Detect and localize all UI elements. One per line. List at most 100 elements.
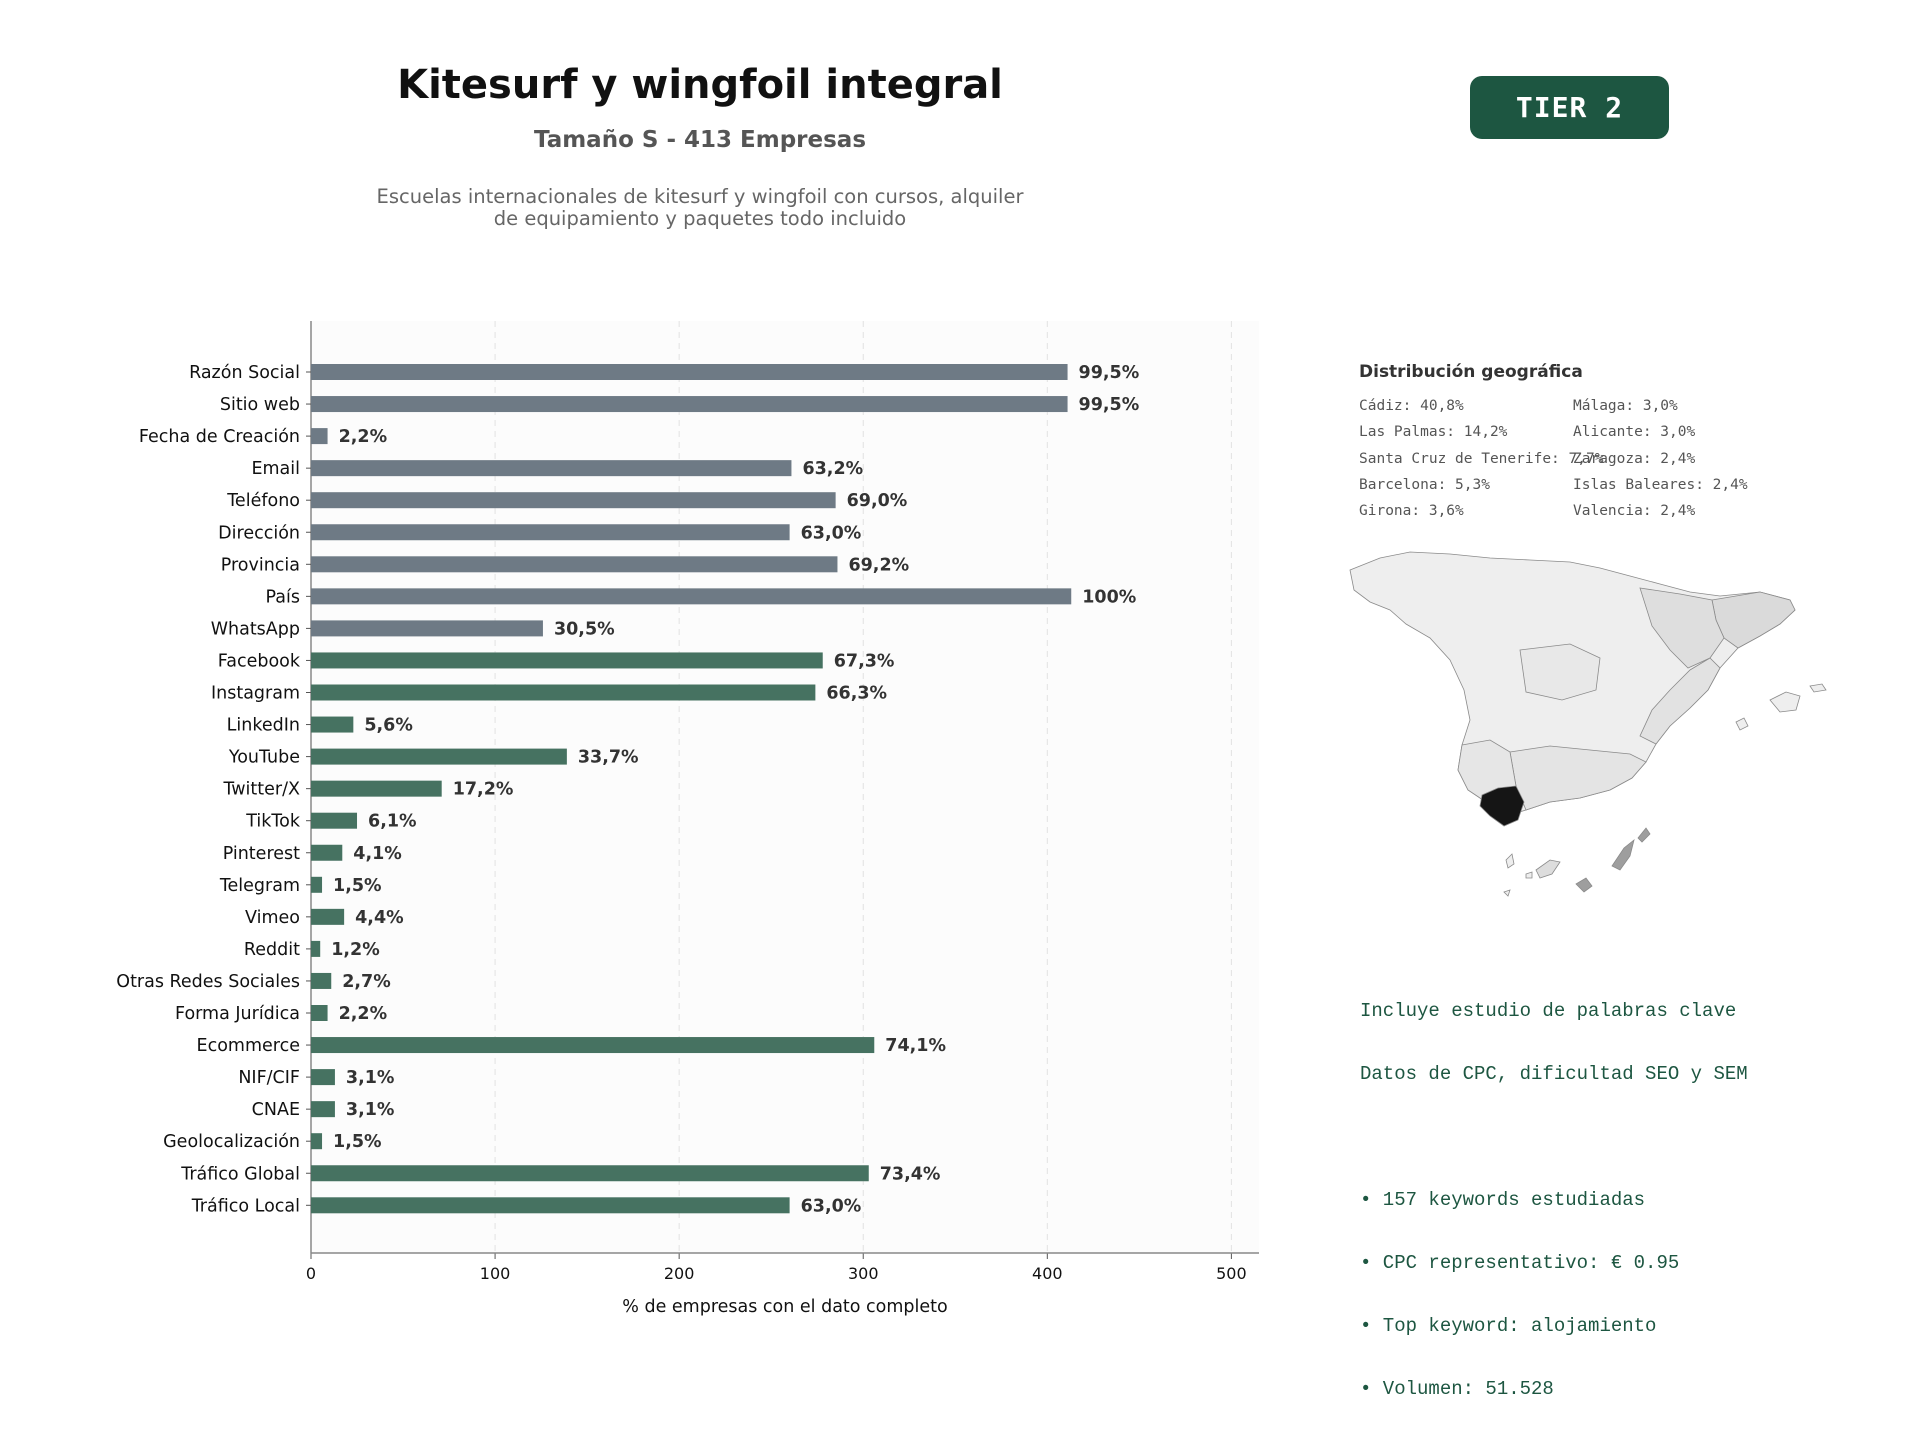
bar xyxy=(311,1037,875,1054)
geo-item: Islas Baleares: 2,4% xyxy=(1573,476,1748,493)
bar-chart: 0 100 200 300 400 500 Razón Social 99,5% Sitio w… xyxy=(116,321,1259,1317)
bar xyxy=(311,1165,869,1182)
y-tick-label: TikTok xyxy=(245,812,301,832)
map-balearic-menorca xyxy=(1809,683,1827,693)
bar xyxy=(311,492,836,509)
map-region-andalusia-east xyxy=(1509,745,1647,811)
data-label: 33,7% xyxy=(578,748,639,768)
data-label: 4,1% xyxy=(353,844,402,864)
y-tick-label: Fecha de Creación xyxy=(139,427,300,447)
bar xyxy=(311,524,790,541)
x-tick-label: 100 xyxy=(480,1264,511,1283)
data-label: 74,1% xyxy=(885,1036,946,1056)
y-tick-label: Ecommerce xyxy=(197,1036,300,1056)
map-region-aragon xyxy=(1639,587,1725,669)
y-tick-label: CNAE xyxy=(252,1100,300,1120)
data-label: 17,2% xyxy=(453,780,514,800)
y-tick-label: Pinterest xyxy=(223,844,300,864)
geo-item: Zaragoza: 2,4% xyxy=(1573,450,1696,467)
x-tick-label: 200 xyxy=(664,1264,695,1283)
geo-item: Cádiz: 40,8% xyxy=(1359,398,1464,414)
y-tick-label: Provincia xyxy=(221,555,300,575)
bar xyxy=(311,812,358,829)
y-tick-label: YouTube xyxy=(228,748,300,768)
data-label: 4,4% xyxy=(355,908,404,928)
bar xyxy=(311,588,1072,605)
y-tick-label: Otras Redes Sociales xyxy=(116,972,300,992)
map-balearic-ibiza xyxy=(1735,717,1749,731)
keyword-bullet-1: • 157 keywords estudiadas xyxy=(1360,1189,1646,1211)
geo-item: Málaga: 3,0% xyxy=(1573,398,1678,414)
bar xyxy=(311,684,816,701)
bar xyxy=(311,908,345,925)
y-tick-label: Dirección xyxy=(218,523,300,543)
y-tick-label: Twitter/X xyxy=(222,780,300,800)
x-tick-label: 500 xyxy=(1216,1264,1247,1283)
y-tick-label: Tráfico Local xyxy=(191,1196,300,1216)
bar xyxy=(311,972,332,989)
data-label: 63,0% xyxy=(801,523,862,543)
geo-item: Santa Cruz de Tenerife: 7,7% xyxy=(1359,450,1604,467)
y-tick-label: País xyxy=(266,587,300,607)
bar xyxy=(311,748,567,765)
bar xyxy=(311,780,442,797)
keyword-bullet-2: • CPC representativo: € 0.95 xyxy=(1360,1252,1680,1274)
map-region-center xyxy=(1519,643,1601,701)
bar xyxy=(311,556,838,573)
y-tick-label: Reddit xyxy=(244,940,300,960)
data-label: 3,1% xyxy=(346,1100,395,1120)
y-tick-label: Vimeo xyxy=(245,908,300,928)
y-tick-label: Email xyxy=(251,459,300,479)
bar xyxy=(311,876,323,893)
y-tick-label: Razón Social xyxy=(189,363,300,383)
data-label: 100% xyxy=(1082,587,1136,607)
bar xyxy=(311,716,354,733)
bar xyxy=(311,620,543,637)
bar xyxy=(311,364,1068,380)
map-canary-lanzarote xyxy=(1637,827,1651,843)
keyword-info: Incluye estudio de palabras clave Datos … xyxy=(1360,959,1748,1421)
y-tick-label: Geolocalización xyxy=(163,1132,300,1152)
map-canary-tenerife xyxy=(1535,859,1561,879)
data-label: 2,2% xyxy=(339,1004,388,1024)
data-label: 2,2% xyxy=(339,427,388,447)
map-canary-fuerteventura xyxy=(1611,838,1635,871)
data-label: 1,5% xyxy=(333,876,382,896)
data-label: 73,4% xyxy=(880,1164,941,1184)
keyword-line-2: Datos de CPC, dificultad SEO y SEM xyxy=(1360,1063,1748,1085)
geo-item: Valencia: 2,4% xyxy=(1573,503,1696,520)
keyword-line-1: Incluye estudio de palabras clave xyxy=(1360,1000,1737,1022)
spain-province-map xyxy=(1349,551,1827,897)
tier-badge: TIER 2 xyxy=(1470,76,1669,139)
data-label: 6,1% xyxy=(368,812,417,832)
y-tick-label: WhatsApp xyxy=(211,619,300,639)
y-tick-label: Telegram xyxy=(219,876,300,896)
bar xyxy=(311,652,823,669)
data-label: 67,3% xyxy=(834,651,895,671)
x-tick-label: 0 xyxy=(306,1264,316,1283)
page-title: Kitesurf y wingfoil integral xyxy=(397,62,1003,108)
bar xyxy=(311,396,1068,413)
geo-item: Las Palmas: 14,2% xyxy=(1359,424,1508,441)
description-line-2: de equipamiento y paquetes todo incluido xyxy=(493,207,907,230)
bar xyxy=(311,1197,790,1214)
map-region-cadiz xyxy=(1479,785,1525,827)
data-label: 99,5% xyxy=(1079,363,1140,383)
bar xyxy=(311,940,321,957)
bar xyxy=(311,460,792,477)
map-canary-gomera xyxy=(1525,871,1533,879)
plot-area xyxy=(311,321,1259,1253)
keyword-bullet-3: • Top keyword: alojamiento xyxy=(1360,1315,1657,1337)
geo-item: Alicante: 3,0% xyxy=(1573,424,1696,441)
data-label: 3,1% xyxy=(346,1068,395,1088)
x-tick-label: 400 xyxy=(1032,1264,1063,1283)
y-tick-label: Teléfono xyxy=(226,491,300,511)
data-label: 30,5% xyxy=(554,619,615,639)
bar xyxy=(311,1101,335,1118)
data-label: 63,2% xyxy=(802,459,863,479)
y-tick-label: Facebook xyxy=(218,651,301,671)
description-line-1: Escuelas internacionales de kitesurf y w… xyxy=(376,185,1024,208)
y-tick-label: Tráfico Global xyxy=(180,1164,300,1184)
map-balearic-mallorca xyxy=(1769,691,1801,713)
y-tick-label: Forma Jurídica xyxy=(175,1004,300,1024)
